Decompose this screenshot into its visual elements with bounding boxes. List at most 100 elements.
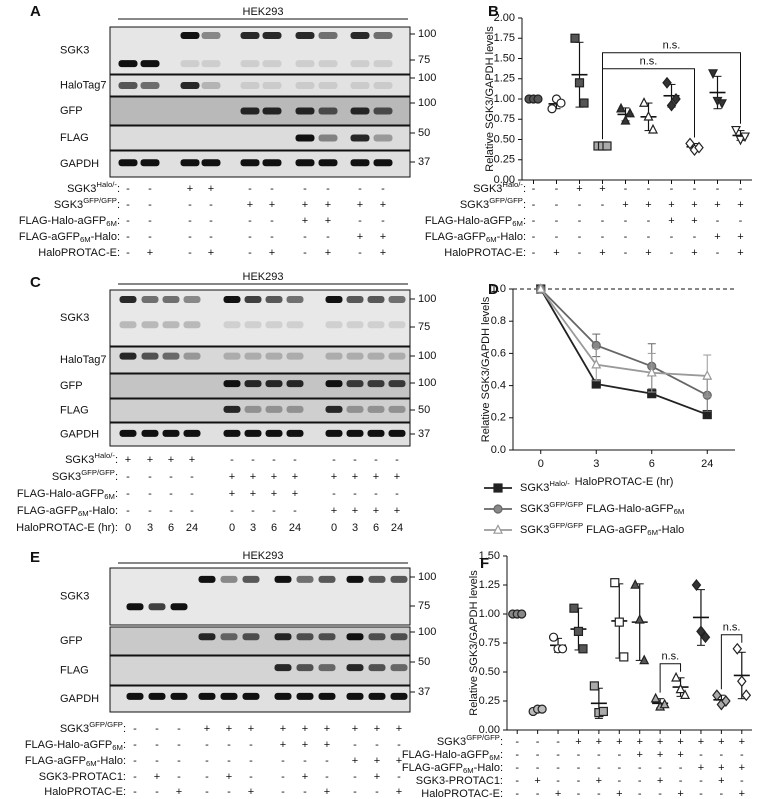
series-line <box>539 288 708 416</box>
band <box>296 633 314 641</box>
band <box>373 107 393 115</box>
text-segment: SGK3 <box>437 736 466 748</box>
marker <box>610 578 620 588</box>
text-segment: : <box>500 749 503 761</box>
significance-bracket <box>720 634 743 690</box>
cell: - <box>617 762 621 774</box>
cell: - <box>532 199 536 211</box>
cell: - <box>177 771 181 783</box>
cell-line-title: HEK293 <box>243 6 284 18</box>
cell: - <box>536 788 540 799</box>
marker <box>535 283 546 293</box>
text-segment: 6M <box>463 766 474 775</box>
marker <box>616 102 626 113</box>
band <box>148 692 166 700</box>
cell: - <box>679 775 683 787</box>
cell: - <box>177 739 181 751</box>
blot-row-label: GAPDH <box>60 428 99 440</box>
row-label: FLAG-aGFP6M-Halo: <box>19 231 120 244</box>
cell: - <box>177 723 181 735</box>
band <box>201 31 221 39</box>
cell: - <box>577 788 581 799</box>
cell: + <box>325 199 331 211</box>
cell: - <box>699 775 703 787</box>
band <box>223 380 241 388</box>
marker <box>740 132 750 143</box>
blot-row-label: SGK3 <box>60 312 89 324</box>
cell: - <box>249 771 253 783</box>
cell: + <box>147 454 153 466</box>
marker <box>717 99 727 109</box>
cell: - <box>658 788 662 799</box>
x-tick-label: 6 <box>649 458 655 470</box>
band <box>183 352 201 360</box>
mw-label: 75 <box>418 600 430 612</box>
cell: - <box>515 749 519 761</box>
band <box>318 60 338 68</box>
band <box>240 107 260 115</box>
marker <box>537 704 547 714</box>
cell: + <box>208 183 214 195</box>
blot-row-label: FLAG <box>60 404 89 416</box>
cell: - <box>188 215 192 227</box>
marker <box>666 99 677 112</box>
text-segment: -Halo: <box>97 755 126 767</box>
band <box>262 82 282 89</box>
cell: - <box>536 736 540 748</box>
band <box>295 60 315 68</box>
cell: - <box>358 183 362 195</box>
cell: - <box>303 231 307 243</box>
panel-letter: F <box>480 555 489 572</box>
band <box>170 603 188 611</box>
band <box>183 429 201 437</box>
cell: - <box>148 488 152 500</box>
cell: - <box>249 739 253 751</box>
band <box>286 321 304 329</box>
cell: 3 <box>250 522 256 534</box>
cell: - <box>739 215 743 227</box>
blot-row-label: FLAG <box>60 132 89 144</box>
band <box>223 429 241 437</box>
band <box>183 321 201 329</box>
cell: - <box>515 736 519 748</box>
cell: + <box>302 739 308 751</box>
cell: - <box>126 505 130 517</box>
legend-label: SGK3Halo/- <box>520 479 570 494</box>
mw-label: 75 <box>418 54 430 66</box>
cell: + <box>250 488 256 500</box>
cell: - <box>358 215 362 227</box>
marker <box>662 76 672 89</box>
cell: + <box>374 723 380 735</box>
marker <box>648 123 658 134</box>
cell: - <box>209 199 213 211</box>
cell: 24 <box>289 522 301 534</box>
band <box>201 60 221 68</box>
cell: - <box>624 247 628 259</box>
cell: + <box>226 771 232 783</box>
panel-letter: D <box>488 281 499 298</box>
cell: - <box>617 775 621 787</box>
cell: - <box>205 786 209 798</box>
band <box>162 429 180 437</box>
marker <box>625 107 635 118</box>
text-segment: : <box>523 215 526 227</box>
cell: + <box>380 247 386 259</box>
cell: - <box>133 723 137 735</box>
band <box>220 575 238 583</box>
cell: - <box>556 736 560 748</box>
cell: 6 <box>271 522 277 534</box>
band <box>286 429 304 437</box>
marker <box>619 652 629 662</box>
band <box>265 429 283 437</box>
text-segment: GFP/GFP <box>89 720 123 729</box>
row-label: HaloPROTAC-E: <box>44 786 126 798</box>
text-segment: 6M <box>106 219 117 228</box>
blot-row-label: GFP <box>60 105 83 117</box>
blot-row-label: GAPDH <box>60 158 99 170</box>
band <box>388 429 406 437</box>
x-tick-label: 0 <box>538 458 544 470</box>
band <box>126 603 144 611</box>
text-segment: 6M <box>647 528 658 537</box>
y-tick-label: 1.0 <box>491 283 506 295</box>
cell: + <box>247 199 253 211</box>
